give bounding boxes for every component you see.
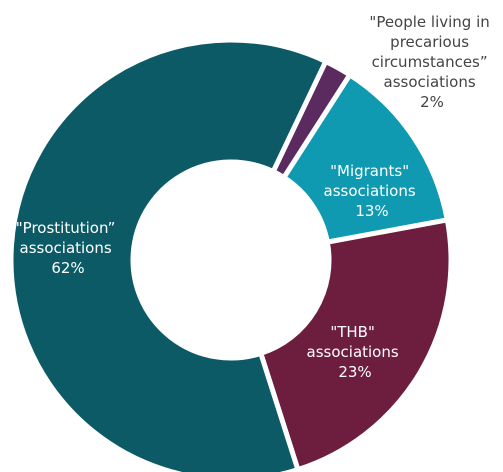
prostitution-value-label: 62% xyxy=(51,259,84,277)
people-label-line-1: "People living in xyxy=(369,13,489,31)
people-label-line-2: precarious xyxy=(390,33,469,51)
migrants-value-label: 13% xyxy=(355,202,388,220)
prostitution-label-line-2: associations xyxy=(20,239,112,257)
migrants-label-line-1: "Migrants" xyxy=(330,162,409,180)
prostitution-slice-label: "Prostitution” associations 62% xyxy=(16,219,120,277)
people-label-line-3: circumstances” xyxy=(372,53,488,71)
prostitution-label-line-1: "Prostitution” xyxy=(16,219,116,237)
migrants-label-line-2: associations xyxy=(324,182,416,200)
thb-value-label: 23% xyxy=(338,363,371,381)
thb-slice-label: "THB" associations 23% xyxy=(307,323,404,381)
thb-label-line-1: "THB" xyxy=(330,323,375,341)
people-label-line-4: associations xyxy=(384,73,476,91)
prostitution-slice xyxy=(8,37,330,472)
people-value-label: 2% xyxy=(420,93,444,111)
thb-slice xyxy=(257,216,454,472)
thb-label-line-2: associations xyxy=(307,343,399,361)
people-slice-label: "People living in precarious circumstanc… xyxy=(369,13,494,111)
donut-slices xyxy=(8,37,454,472)
migrants-slice xyxy=(280,71,451,246)
migrants-slice-label: "Migrants" associations 13% xyxy=(324,162,421,220)
